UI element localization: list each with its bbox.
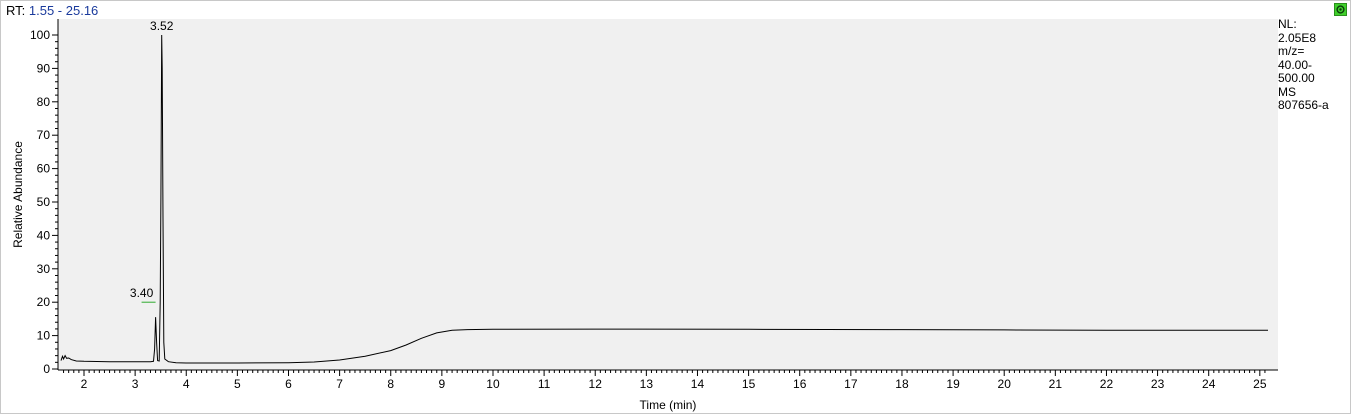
green-circle-icon[interactable]: [1334, 3, 1347, 16]
x-tick-label: 5: [234, 377, 241, 391]
x-tick-label: 8: [387, 377, 394, 391]
plot-area: [58, 19, 1278, 370]
y-tick-label: 100: [30, 28, 50, 42]
x-tick-label: 21: [1049, 377, 1063, 391]
x-axis: 2 3 4 5 6 7 8 9 10 11 12 13 14 15 16 17 18 19 20 21 22 23 24 25: [58, 369, 1278, 391]
scan-info: NL: 2.05E8 m/z= 40.00- 500.00 MS 807656-…: [1278, 17, 1329, 113]
x-tick-label: 25: [1253, 377, 1267, 391]
x-tick-label: 14: [691, 377, 705, 391]
info-line: 2.05E8: [1278, 30, 1317, 45]
x-tick-label: 22: [1100, 377, 1114, 391]
info-line: MS: [1278, 84, 1296, 99]
info-line: 807656-a: [1278, 98, 1329, 112]
x-tick-label: 15: [742, 377, 756, 391]
chromatogram-trace: [60, 34, 1268, 364]
x-tick-label: 7: [336, 377, 343, 391]
y-tick-label: 80: [37, 95, 51, 109]
x-tick-label: 24: [1202, 377, 1216, 391]
y-tick-label: 50: [37, 195, 51, 209]
x-tick-label: 23: [1151, 377, 1165, 391]
x-tick-label: 4: [183, 377, 190, 391]
x-tick-label: 19: [946, 377, 960, 391]
info-line: NL:: [1278, 17, 1297, 31]
y-tick-label: 10: [37, 329, 51, 343]
info-line: 500.00: [1278, 71, 1315, 85]
y-tick-label: 30: [37, 262, 51, 276]
x-tick-label: 11: [538, 377, 551, 391]
x-tick-label: 20: [998, 377, 1012, 391]
x-axis-title: Time (min): [640, 398, 697, 412]
x-tick-label: 17: [844, 377, 858, 391]
y-axis-title: Relative Abundance: [11, 141, 25, 248]
y-tick-label: 20: [37, 295, 51, 309]
x-tick-label: 18: [895, 377, 909, 391]
y-tick-label: 60: [37, 162, 51, 176]
y-tick-label: 40: [37, 228, 51, 242]
rt-prefix: RT:: [6, 3, 26, 18]
rt-range-label: RT: 1.55 - 25.16: [6, 3, 98, 18]
peak-label: 3.52: [150, 19, 174, 33]
x-tick-label: 9: [439, 377, 446, 391]
x-tick-label: 6: [285, 377, 292, 391]
y-tick-label: 0: [43, 362, 50, 376]
y-axis: 0 10 20 30 40 50 60 70 80 90 100: [30, 19, 59, 376]
y-tick-label: 70: [37, 128, 51, 142]
x-tick-label: 10: [486, 377, 500, 391]
x-tick-label: 13: [640, 377, 654, 391]
info-line: m/z=: [1278, 44, 1305, 58]
y-tick-label: 90: [37, 61, 51, 75]
peak-labels: 3.52 3.40: [130, 19, 174, 300]
x-tick-label: 2: [81, 377, 88, 391]
x-tick-label: 3: [132, 377, 139, 391]
x-tick-label: 12: [589, 377, 603, 391]
peak-label: 3.40: [130, 286, 154, 300]
x-tick-label: 16: [793, 377, 807, 391]
info-line: 40.00-: [1278, 57, 1313, 72]
rt-range-value: 1.55 - 25.16: [28, 3, 99, 18]
